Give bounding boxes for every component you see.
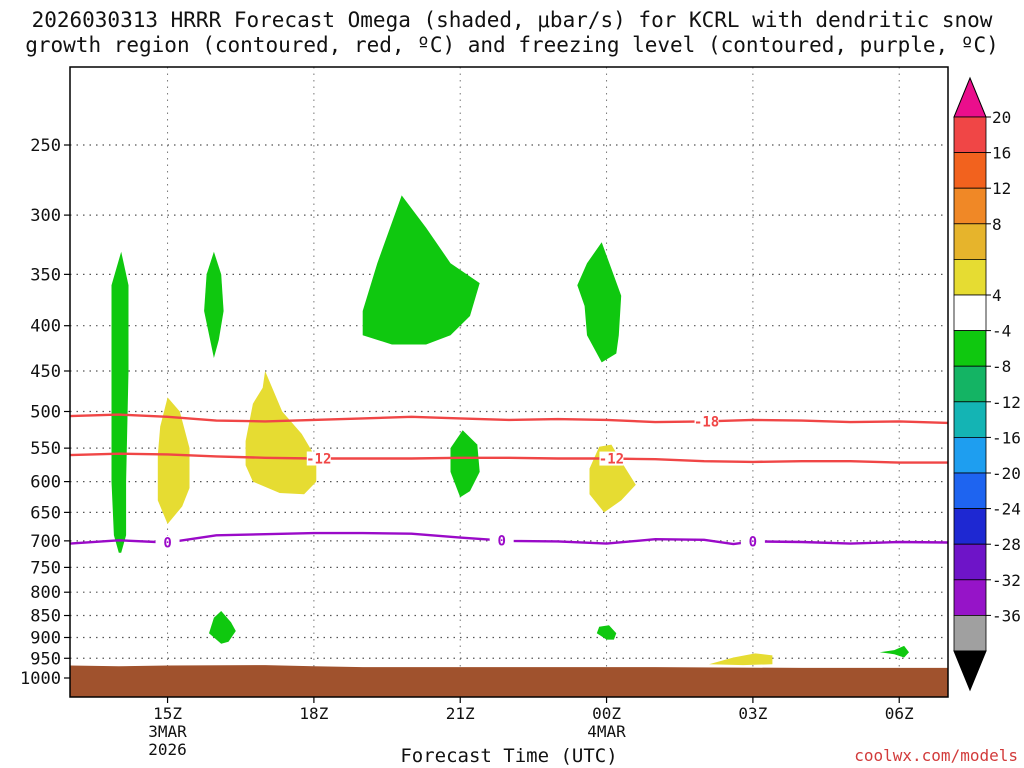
x-tick-sublabel-4MAR: 4MAR <box>587 722 626 741</box>
temperature-contours: -18 -12 -12 0 0 0 <box>69 413 949 552</box>
x-tick-label-21Z: 21Z <box>446 704 475 723</box>
ground-surface <box>70 665 948 697</box>
freezing-level-label: 0 <box>163 536 171 552</box>
chart-title-line-2: growth region (contoured, red, ºC) and f… <box>25 33 999 57</box>
y-tick-label-650: 650 <box>30 503 61 523</box>
dendritic-bottom-label: -12 <box>306 451 331 467</box>
green-blob-upper-1 <box>204 251 224 358</box>
y-tick-label-350: 350 <box>30 265 61 285</box>
y-tick-label-500: 500 <box>30 403 61 423</box>
y-tick-label-600: 600 <box>30 473 61 493</box>
colorbar-label-11: -28 <box>992 535 1021 554</box>
yellow-blob-low <box>709 653 773 666</box>
gridlines <box>70 67 948 697</box>
colorbar-bin-0 <box>953 116 987 153</box>
dendritic-bottom-label-bg <box>599 451 624 466</box>
x-tick-sublabel-2026: 2026 <box>148 740 187 759</box>
green-blob-low-2 <box>596 625 617 640</box>
x-axis-title: Forecast Time (UTC) <box>400 745 618 767</box>
y-tick-label-300: 300 <box>30 206 61 226</box>
colorbar-bin-9 <box>953 436 987 474</box>
y-tick-label-750: 750 <box>30 558 61 578</box>
green-large-upper <box>362 195 480 345</box>
colorbar-bin-10 <box>953 472 987 509</box>
dendritic-top-label-bg <box>694 414 719 429</box>
green-blob-mid <box>450 430 480 498</box>
colorbar-bin-4 <box>953 258 987 296</box>
colorbar-label-8: -16 <box>992 428 1021 447</box>
colorbar-bin-2 <box>953 187 987 225</box>
y-tick-label-950: 950 <box>30 649 61 669</box>
y-tick-label-900: 900 <box>30 628 61 648</box>
dendritic-bottom-line <box>69 452 948 464</box>
colorbar-bin-1 <box>953 152 987 189</box>
x-tick-label-03Z: 03Z <box>738 704 767 723</box>
x-tick-sublabel-3MAR: 3MAR <box>148 722 187 741</box>
dendritic-top-label: -18 <box>694 414 719 430</box>
yellow-blob-1 <box>157 397 190 524</box>
freezing-level-label: 0 <box>497 533 505 549</box>
colorbar-label-10: -24 <box>992 500 1021 519</box>
colorbar-bin-6 <box>953 330 987 367</box>
x-tick-label-18Z: 18Z <box>299 704 328 723</box>
y-axis: 2503003504004505005506006507007508008509… <box>20 136 70 689</box>
freezing-level-line <box>69 531 949 546</box>
y-tick-label-550: 550 <box>30 439 61 459</box>
chart-title-line-1: 2026030313 HRRR Forecast Omega (shaded, … <box>31 8 993 32</box>
colorbar-label-12: -32 <box>992 571 1021 590</box>
yellow-blob-2 <box>245 371 317 495</box>
colorbar-label-7: -12 <box>992 393 1021 412</box>
colorbar-label-3: 8 <box>992 215 1002 234</box>
colorbar-bin-5 <box>953 294 987 331</box>
freezing-level-label: 0 <box>749 534 757 550</box>
plot-frame <box>69 66 949 698</box>
colorbar-label-1: 16 <box>992 144 1011 163</box>
green-blob-low-1 <box>209 611 236 644</box>
dendritic-bottom-label-bg <box>306 451 331 466</box>
colorbar-bin-14 <box>953 615 987 652</box>
green-column-early <box>111 251 129 553</box>
y-tick-label-850: 850 <box>30 607 61 627</box>
y-tick-label-700: 700 <box>30 532 61 552</box>
colorbar-bin-11 <box>953 508 987 545</box>
colorbar: 20 16 12 8 4 -4 -8 -12 -16 -20 -24 -28 -32 -36 <box>953 76 1021 692</box>
colorbar-bin-13 <box>953 579 987 616</box>
x-tick-label-06Z: 06Z <box>885 704 914 723</box>
colorbar-label-5: -4 <box>992 322 1011 341</box>
y-tick-label-800: 800 <box>30 583 61 603</box>
dendritic-bottom-label: -12 <box>599 452 624 468</box>
y-tick-label-1000: 1000 <box>20 669 61 689</box>
freezing-level-label-bg <box>155 535 180 550</box>
y-tick-label-450: 450 <box>30 362 61 382</box>
colorbar-bin-12 <box>953 543 987 581</box>
colorbar-label-13: -36 <box>992 606 1021 625</box>
freezing-level-label-bg <box>740 534 765 549</box>
colorbar-label-6: -8 <box>992 357 1011 376</box>
colorbar-bottom-triangle <box>953 650 987 692</box>
dendritic-top-line <box>69 413 949 425</box>
y-tick-label-250: 250 <box>30 136 61 156</box>
colorbar-bin-3 <box>953 223 987 260</box>
green-blob-low-3 <box>879 645 909 658</box>
colorbar-label-9: -20 <box>992 464 1021 483</box>
y-tick-label-400: 400 <box>30 317 61 337</box>
colorbar-bin-8 <box>953 401 987 438</box>
credit-link[interactable]: coolwx.com/models <box>854 746 1018 765</box>
colorbar-label-2: 12 <box>992 179 1011 198</box>
freezing-level-label-bg <box>489 533 514 548</box>
ground-fill <box>70 665 948 697</box>
omega-shaded-regions <box>111 195 909 666</box>
colorbar-bin-7 <box>953 365 987 403</box>
colorbar-top-triangle <box>953 76 987 118</box>
colorbar-label-4: 4 <box>992 286 1002 305</box>
colorbar-label-0: 20 <box>992 108 1011 127</box>
x-tick-label-00Z: 00Z <box>592 704 621 723</box>
green-blob-upper-2 <box>577 242 622 363</box>
x-tick-label-15Z: 15Z <box>153 704 182 723</box>
